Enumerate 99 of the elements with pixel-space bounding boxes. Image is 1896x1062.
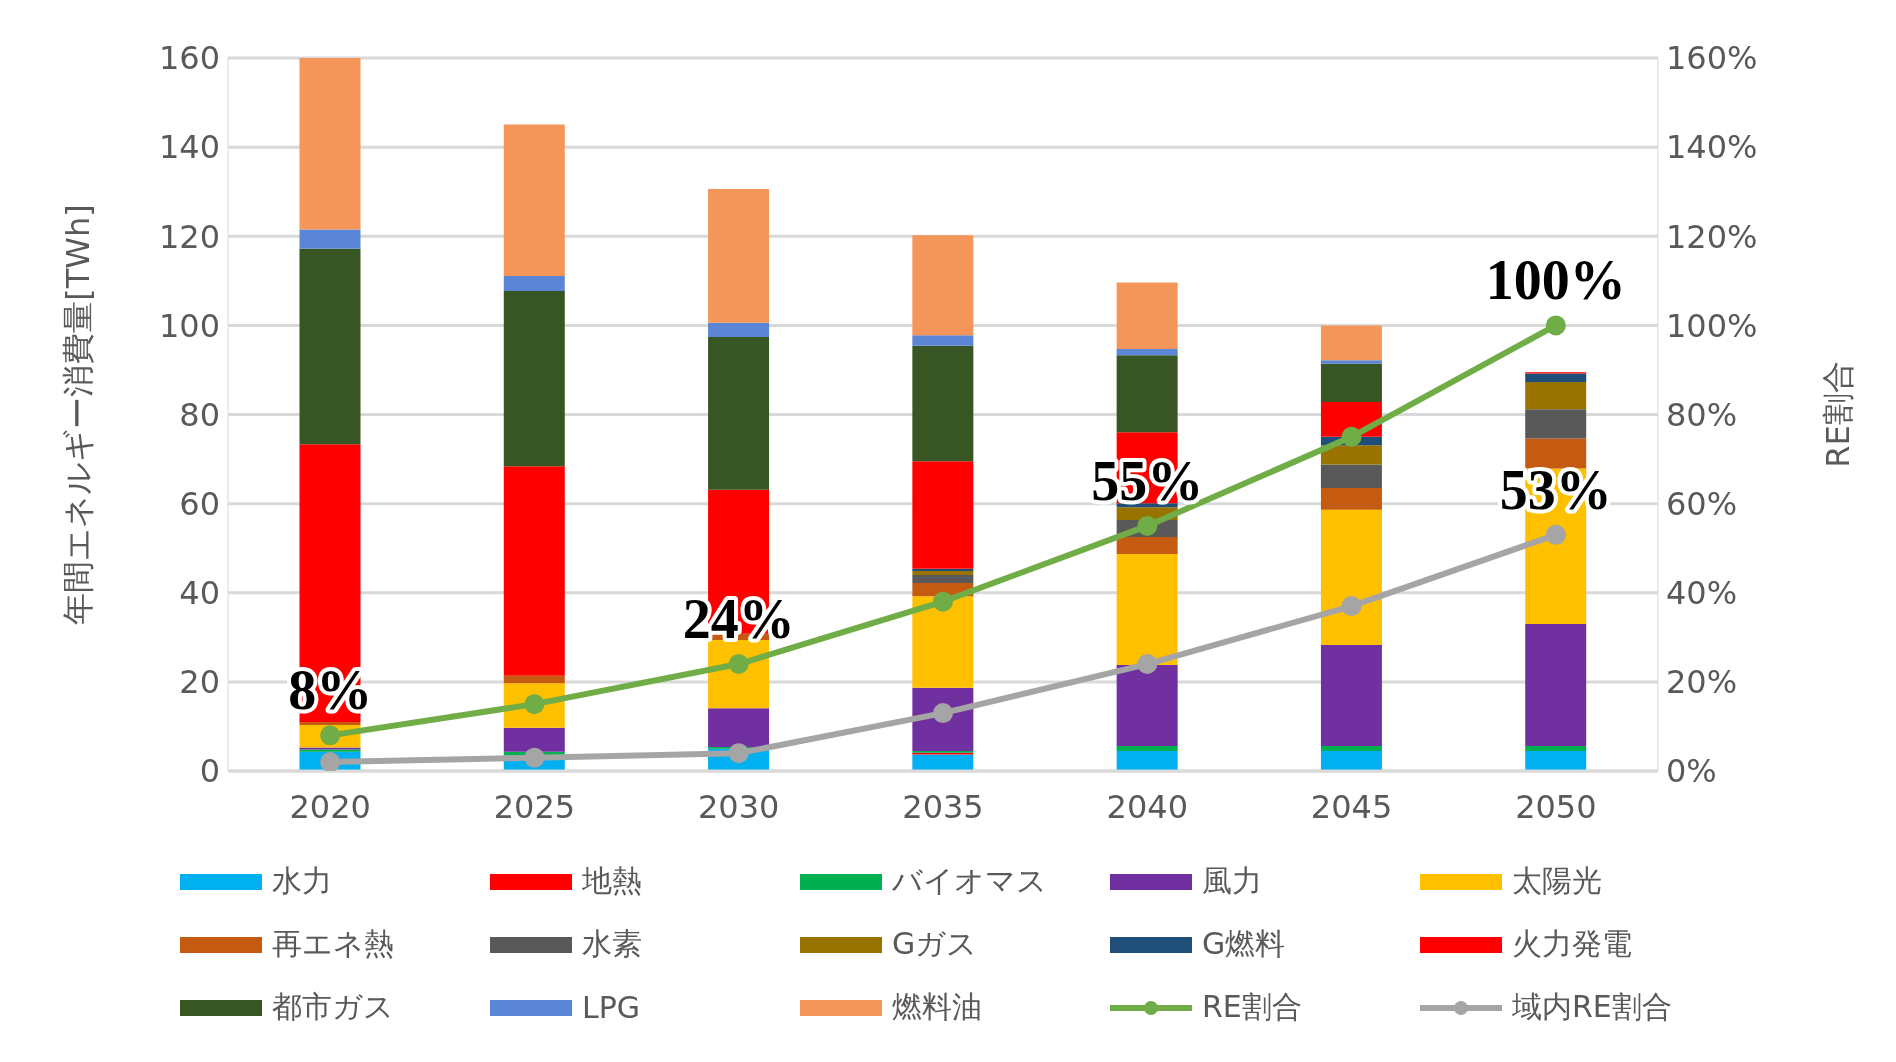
legend-label: 都市ガス bbox=[272, 988, 394, 1026]
bar bbox=[1525, 373, 1587, 382]
bar bbox=[1116, 282, 1178, 349]
point bbox=[1137, 515, 1158, 536]
bar bbox=[912, 335, 974, 346]
point bbox=[1137, 654, 1158, 675]
x-tick-label: 2045 bbox=[1310, 787, 1393, 826]
bar bbox=[1320, 325, 1382, 361]
y-tick-label: 0 bbox=[199, 752, 220, 791]
legend-label: Gガス bbox=[892, 925, 978, 963]
bar bbox=[1320, 746, 1382, 751]
bar bbox=[1116, 355, 1178, 433]
bar bbox=[912, 596, 974, 688]
x-tick-label: 2025 bbox=[493, 787, 576, 826]
bar bbox=[1116, 537, 1178, 554]
legend-label: 再エネ熱 bbox=[272, 925, 394, 963]
legend-label: RE割合 bbox=[1202, 988, 1302, 1026]
bar bbox=[1116, 746, 1178, 751]
legend-label: 水力 bbox=[272, 862, 332, 900]
y2-tick-label: 60% bbox=[1666, 484, 1738, 523]
bar bbox=[299, 721, 361, 726]
bar bbox=[1320, 445, 1382, 465]
legend-label: 域内RE割合 bbox=[1512, 988, 1672, 1026]
bar bbox=[1116, 664, 1178, 747]
point bbox=[320, 752, 341, 771]
y-tick-label: 60 bbox=[179, 484, 220, 523]
y2-tick-label: 120% bbox=[1666, 217, 1758, 256]
y2-tick-label: 100% bbox=[1666, 306, 1758, 345]
x-tick-label: 2035 bbox=[902, 787, 984, 826]
y2-tick-label: 0% bbox=[1666, 752, 1717, 791]
bar bbox=[912, 570, 974, 575]
point bbox=[933, 591, 953, 612]
y2-tick-label: 40% bbox=[1666, 574, 1738, 613]
y-tick-label: 80 bbox=[179, 395, 220, 434]
bar bbox=[912, 345, 974, 462]
bar bbox=[912, 574, 974, 583]
bar bbox=[503, 124, 565, 276]
bar bbox=[1116, 348, 1178, 356]
bar bbox=[1525, 623, 1587, 747]
bar bbox=[708, 336, 770, 490]
bar bbox=[1525, 746, 1587, 751]
point bbox=[1545, 524, 1566, 545]
x-tick-label: 2020 bbox=[289, 787, 371, 826]
x-tick-label: 2050 bbox=[1515, 787, 1597, 826]
bar bbox=[503, 291, 565, 467]
bar bbox=[1320, 360, 1382, 364]
y2-tick-label: 140% bbox=[1666, 128, 1758, 167]
bar bbox=[1320, 363, 1382, 403]
bar bbox=[1525, 750, 1587, 771]
bar bbox=[912, 461, 974, 569]
bar bbox=[503, 466, 565, 676]
y-tick-label: 140 bbox=[158, 128, 220, 167]
bar bbox=[912, 235, 974, 336]
y2-tick-label: 20% bbox=[1666, 663, 1738, 702]
bar bbox=[912, 754, 974, 771]
bar bbox=[708, 189, 770, 323]
bar bbox=[1116, 553, 1178, 665]
bar bbox=[912, 568, 974, 571]
legend-label: LPG bbox=[582, 990, 641, 1025]
bar bbox=[299, 248, 361, 445]
bar bbox=[1525, 381, 1587, 410]
y-tick-label: 20 bbox=[179, 663, 220, 702]
y-tick-label: 100 bbox=[158, 306, 220, 345]
y-tick-label: 160 bbox=[158, 39, 220, 78]
y2-tick-label: 160% bbox=[1666, 39, 1758, 78]
bar bbox=[1320, 750, 1382, 771]
legend-label: 水素 bbox=[582, 925, 642, 963]
bar bbox=[1525, 409, 1587, 439]
bar bbox=[1320, 464, 1382, 489]
point bbox=[524, 747, 545, 768]
legend-label: G燃料 bbox=[1202, 925, 1286, 963]
bar bbox=[1320, 644, 1382, 747]
bar bbox=[708, 708, 770, 747]
legend-label: バイオマス bbox=[892, 862, 1047, 900]
bar bbox=[503, 675, 565, 684]
x-tick-label: 2040 bbox=[1106, 787, 1188, 826]
bar bbox=[1320, 509, 1382, 645]
point bbox=[1545, 315, 1566, 336]
data-label: 100% bbox=[1485, 249, 1626, 312]
bar bbox=[708, 322, 770, 337]
bar bbox=[503, 727, 565, 752]
legend-label: 燃料油 bbox=[892, 988, 982, 1026]
x-tick-label: 2030 bbox=[698, 787, 780, 826]
bar bbox=[1320, 488, 1382, 510]
bar bbox=[299, 229, 361, 249]
y-axis-title: 年間エネルギー消費量[TWh] bbox=[59, 204, 98, 625]
bar bbox=[503, 275, 565, 292]
y2-axis-title: RE割合 bbox=[1819, 361, 1858, 468]
point bbox=[1341, 426, 1362, 447]
legend-label: 地熱 bbox=[582, 862, 642, 900]
y-tick-label: 40 bbox=[179, 574, 220, 613]
point bbox=[1341, 596, 1362, 617]
bar bbox=[1116, 750, 1178, 771]
legend-label: 火力発電 bbox=[1512, 925, 1632, 963]
y2-tick-label: 80% bbox=[1666, 395, 1738, 434]
legend-label: 風力 bbox=[1202, 862, 1262, 900]
legend-label: 太陽光 bbox=[1512, 862, 1602, 900]
y-tick-label: 120 bbox=[158, 217, 220, 256]
bar bbox=[299, 58, 361, 230]
